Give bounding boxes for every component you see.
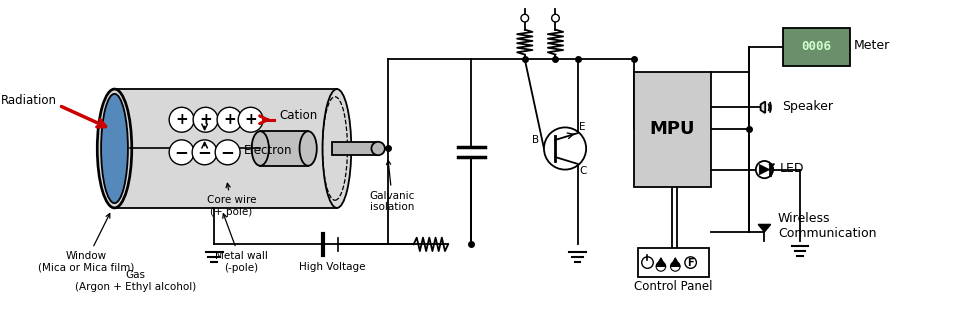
- Text: Window
(Mica or Mica film): Window (Mica or Mica film): [37, 213, 134, 273]
- Text: Galvanic
isolation: Galvanic isolation: [370, 160, 415, 212]
- Circle shape: [193, 107, 218, 132]
- Ellipse shape: [97, 89, 132, 208]
- Circle shape: [670, 262, 680, 271]
- Circle shape: [552, 14, 560, 22]
- Text: Gas
(Argon + Ethyl alcohol): Gas (Argon + Ethyl alcohol): [75, 270, 196, 292]
- Text: −: −: [221, 143, 234, 161]
- Text: Speaker: Speaker: [781, 100, 832, 113]
- Text: Electron: Electron: [244, 144, 293, 157]
- Text: LED: LED: [780, 162, 804, 175]
- Circle shape: [544, 127, 587, 170]
- Bar: [332, 142, 378, 155]
- Text: Cation: Cation: [279, 109, 318, 123]
- Polygon shape: [670, 258, 680, 267]
- Text: −: −: [175, 143, 188, 161]
- Text: Core wire
(+ pole): Core wire (+ pole): [206, 183, 256, 217]
- Text: Meter: Meter: [853, 39, 890, 52]
- Text: C: C: [580, 166, 587, 176]
- Polygon shape: [758, 224, 771, 232]
- Ellipse shape: [252, 131, 269, 166]
- Circle shape: [215, 140, 240, 165]
- Circle shape: [656, 262, 665, 271]
- Text: Radiation: Radiation: [1, 94, 57, 107]
- Text: Control Panel: Control Panel: [635, 280, 712, 293]
- Polygon shape: [656, 258, 665, 267]
- Bar: [637, 248, 708, 277]
- Ellipse shape: [300, 131, 317, 166]
- Circle shape: [756, 161, 773, 178]
- Text: High Voltage: High Voltage: [299, 262, 366, 272]
- Circle shape: [521, 14, 529, 22]
- Circle shape: [217, 107, 242, 132]
- Text: Wireless
Communication: Wireless Communication: [778, 212, 876, 240]
- Text: +: +: [200, 112, 212, 127]
- Text: 0006: 0006: [802, 40, 831, 53]
- Circle shape: [684, 257, 696, 268]
- Bar: [114, 89, 337, 208]
- Polygon shape: [760, 101, 765, 113]
- Polygon shape: [759, 164, 770, 175]
- Polygon shape: [656, 258, 665, 267]
- Text: MPU: MPU: [650, 120, 695, 138]
- Circle shape: [169, 107, 194, 132]
- Ellipse shape: [372, 142, 385, 155]
- Text: E: E: [580, 122, 586, 132]
- Text: +: +: [176, 112, 188, 127]
- Ellipse shape: [101, 94, 128, 203]
- Circle shape: [641, 257, 653, 268]
- Text: B: B: [532, 135, 540, 145]
- Circle shape: [169, 140, 194, 165]
- Text: +: +: [244, 112, 257, 127]
- Ellipse shape: [323, 89, 351, 208]
- Circle shape: [192, 140, 217, 165]
- Polygon shape: [670, 258, 680, 267]
- Text: F: F: [687, 258, 694, 268]
- Text: Metal wall
(-pole): Metal wall (-pole): [215, 214, 268, 273]
- Bar: [260, 131, 308, 166]
- Bar: [782, 28, 850, 66]
- Text: +: +: [223, 112, 236, 127]
- Circle shape: [238, 107, 263, 132]
- Text: −: −: [198, 143, 211, 161]
- Bar: [634, 72, 710, 187]
